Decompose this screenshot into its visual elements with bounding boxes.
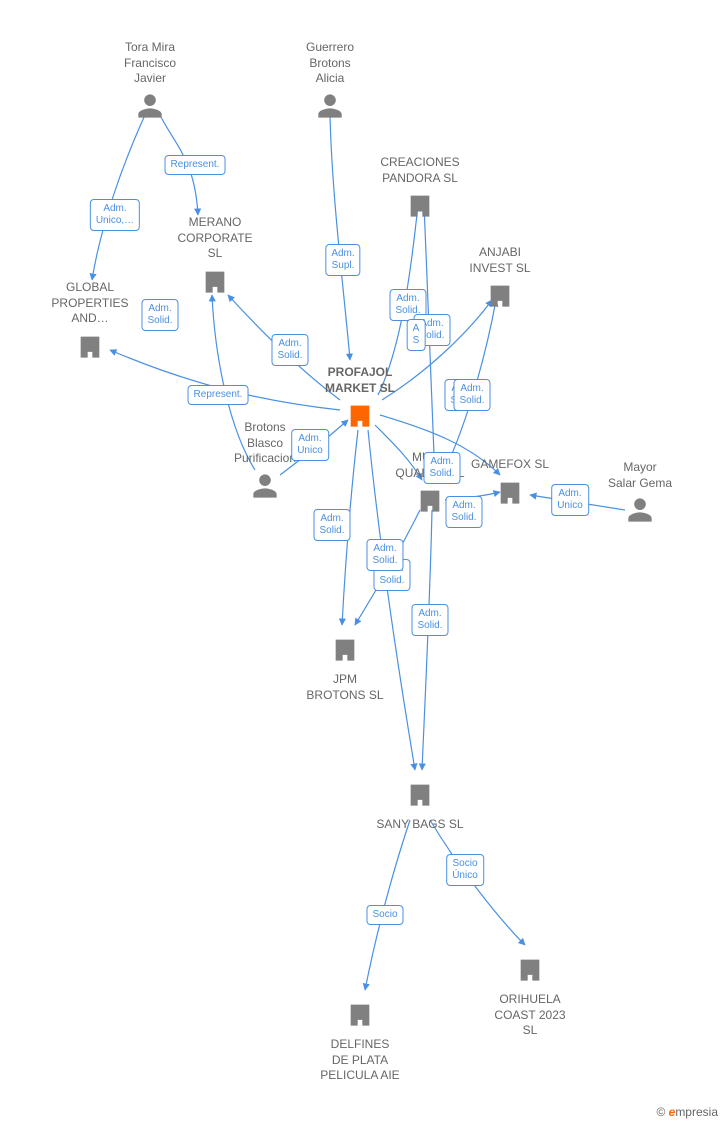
node-anjabi[interactable]: ANJABI INVEST SL (440, 245, 560, 318)
edge-label-tora-merano: Represent. (165, 155, 226, 175)
person-icon (205, 471, 325, 509)
edge-mundo-sany (422, 510, 432, 770)
person-icon (580, 495, 700, 533)
node-label: ORIHUELA COAST 2023 SL (470, 992, 590, 1039)
edge-tora-global (92, 115, 145, 280)
node-label: CREACIONES PANDORA SL (360, 155, 480, 186)
node-label: JPM BROTONS SL (285, 672, 405, 703)
node-orihuela[interactable]: ORIHUELA COAST 2023 SL (470, 950, 590, 1039)
edge-label-mayor-gamefox: Adm. Unico (551, 484, 589, 516)
building-icon (360, 190, 480, 228)
building-icon (440, 280, 560, 318)
node-label: GAMEFOX SL (450, 457, 570, 473)
edge-label-mundo-creaciones: A S (407, 319, 426, 351)
edge-label-mundo-sany: Adm. Solid. (411, 604, 448, 636)
building-icon (360, 779, 480, 817)
edge-label-mundo-gamefox: Adm. Solid. (445, 496, 482, 528)
edge-label-profajol-mundo: Adm. Solid. (423, 452, 460, 484)
edge-label-profajol-global: Adm. Solid. (141, 299, 178, 331)
edge-label-brotons-profajol: Adm. Unico (291, 429, 329, 461)
node-global[interactable]: GLOBAL PROPERTIES AND… (30, 280, 150, 369)
node-label: GLOBAL PROPERTIES AND… (30, 280, 150, 327)
person-icon (90, 91, 210, 129)
building-icon (30, 331, 150, 369)
node-jpm[interactable]: JPM BROTONS SL (285, 630, 405, 703)
edge-label-tora-global: Adm. Unico,… (90, 199, 140, 231)
edge-label-mundo-anjabi: Adm. Solid. (453, 379, 490, 411)
node-merano[interactable]: MERANO CORPORATE SL (155, 215, 275, 304)
brand-rest: mpresia (675, 1105, 718, 1119)
copyright-symbol: © (656, 1105, 665, 1119)
edge-guerrero-profajol (330, 115, 350, 360)
edge-label-brotons-merano: Represent. (188, 385, 249, 405)
building-icon (470, 954, 590, 992)
edge-label-profajol-merano: Adm. Solid. (271, 334, 308, 366)
node-mayor[interactable]: Mayor Salar Gema (580, 460, 700, 533)
node-label: SANY BAGS SL (360, 817, 480, 833)
building-icon (285, 634, 405, 672)
node-label: PROFAJOL MARKET SL (300, 365, 420, 396)
node-label: MERANO CORPORATE SL (155, 215, 275, 262)
node-label: Tora Mira Francisco Javier (90, 40, 210, 87)
edge-label-sany-delfines: Socio (366, 905, 403, 925)
edge-label-sany-orihuela: Socio Único (446, 854, 484, 886)
node-creaciones[interactable]: CREACIONES PANDORA SL (360, 155, 480, 228)
building-icon (300, 999, 420, 1037)
node-label: ANJABI INVEST SL (440, 245, 560, 276)
node-label: DELFINES DE PLATA PELICULA AIE (300, 1037, 420, 1084)
node-label: Guerrero Brotons Alicia (270, 40, 390, 87)
edge-label-profajol-jpm: Adm. Solid. (313, 509, 350, 541)
node-label: Mayor Salar Gema (580, 460, 700, 491)
edge-label-guerrero-profajol: Adm. Supl. (325, 244, 360, 276)
node-tora[interactable]: Tora Mira Francisco Javier (90, 40, 210, 129)
person-icon (270, 91, 390, 129)
footer-credit: © empresia (656, 1105, 718, 1119)
node-delfines[interactable]: DELFINES DE PLATA PELICULA AIE (300, 995, 420, 1084)
edge-label-profajol-sany: Adm. Solid. (366, 539, 403, 571)
node-guerrero[interactable]: Guerrero Brotons Alicia (270, 40, 390, 129)
node-sany[interactable]: SANY BAGS SL (360, 775, 480, 833)
